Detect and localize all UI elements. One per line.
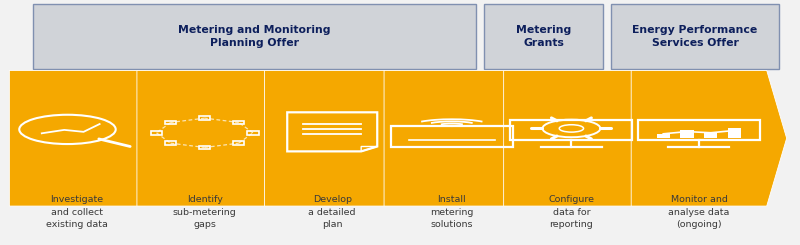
Bar (681, 130, 694, 138)
Bar (233, 141, 244, 145)
Text: Investigate
and collect
existing data: Investigate and collect existing data (46, 196, 108, 229)
Polygon shape (265, 70, 420, 206)
Bar (510, 120, 633, 140)
Bar (484, 4, 603, 69)
Text: Identify
sub-metering
gaps: Identify sub-metering gaps (173, 196, 237, 229)
Polygon shape (384, 70, 539, 206)
Polygon shape (631, 70, 786, 206)
Bar (704, 132, 718, 138)
Bar (151, 131, 162, 135)
Bar (165, 141, 176, 145)
Text: Metering
Grants: Metering Grants (516, 25, 571, 48)
Polygon shape (10, 70, 165, 206)
Bar (165, 121, 176, 124)
Polygon shape (137, 70, 292, 206)
Text: Metering and Monitoring
Planning Offer: Metering and Monitoring Planning Offer (178, 25, 330, 48)
Bar (657, 134, 670, 138)
Bar (199, 146, 210, 149)
Bar (638, 120, 760, 140)
Bar (728, 128, 742, 138)
Text: Develop
a detailed
plan: Develop a detailed plan (309, 196, 356, 229)
Bar (233, 121, 244, 124)
Circle shape (448, 125, 455, 127)
Text: Configure
data for
reporting: Configure data for reporting (549, 196, 594, 229)
Bar (390, 126, 513, 147)
Text: Monitor and
analyse data
(ongoing): Monitor and analyse data (ongoing) (668, 196, 730, 229)
Bar (611, 4, 778, 69)
Bar (199, 116, 210, 120)
Text: Install
metering
solutions: Install metering solutions (430, 196, 474, 229)
Polygon shape (504, 70, 659, 206)
Bar (247, 131, 258, 135)
Bar (34, 4, 476, 69)
Text: Energy Performance
Services Offer: Energy Performance Services Offer (632, 25, 758, 48)
